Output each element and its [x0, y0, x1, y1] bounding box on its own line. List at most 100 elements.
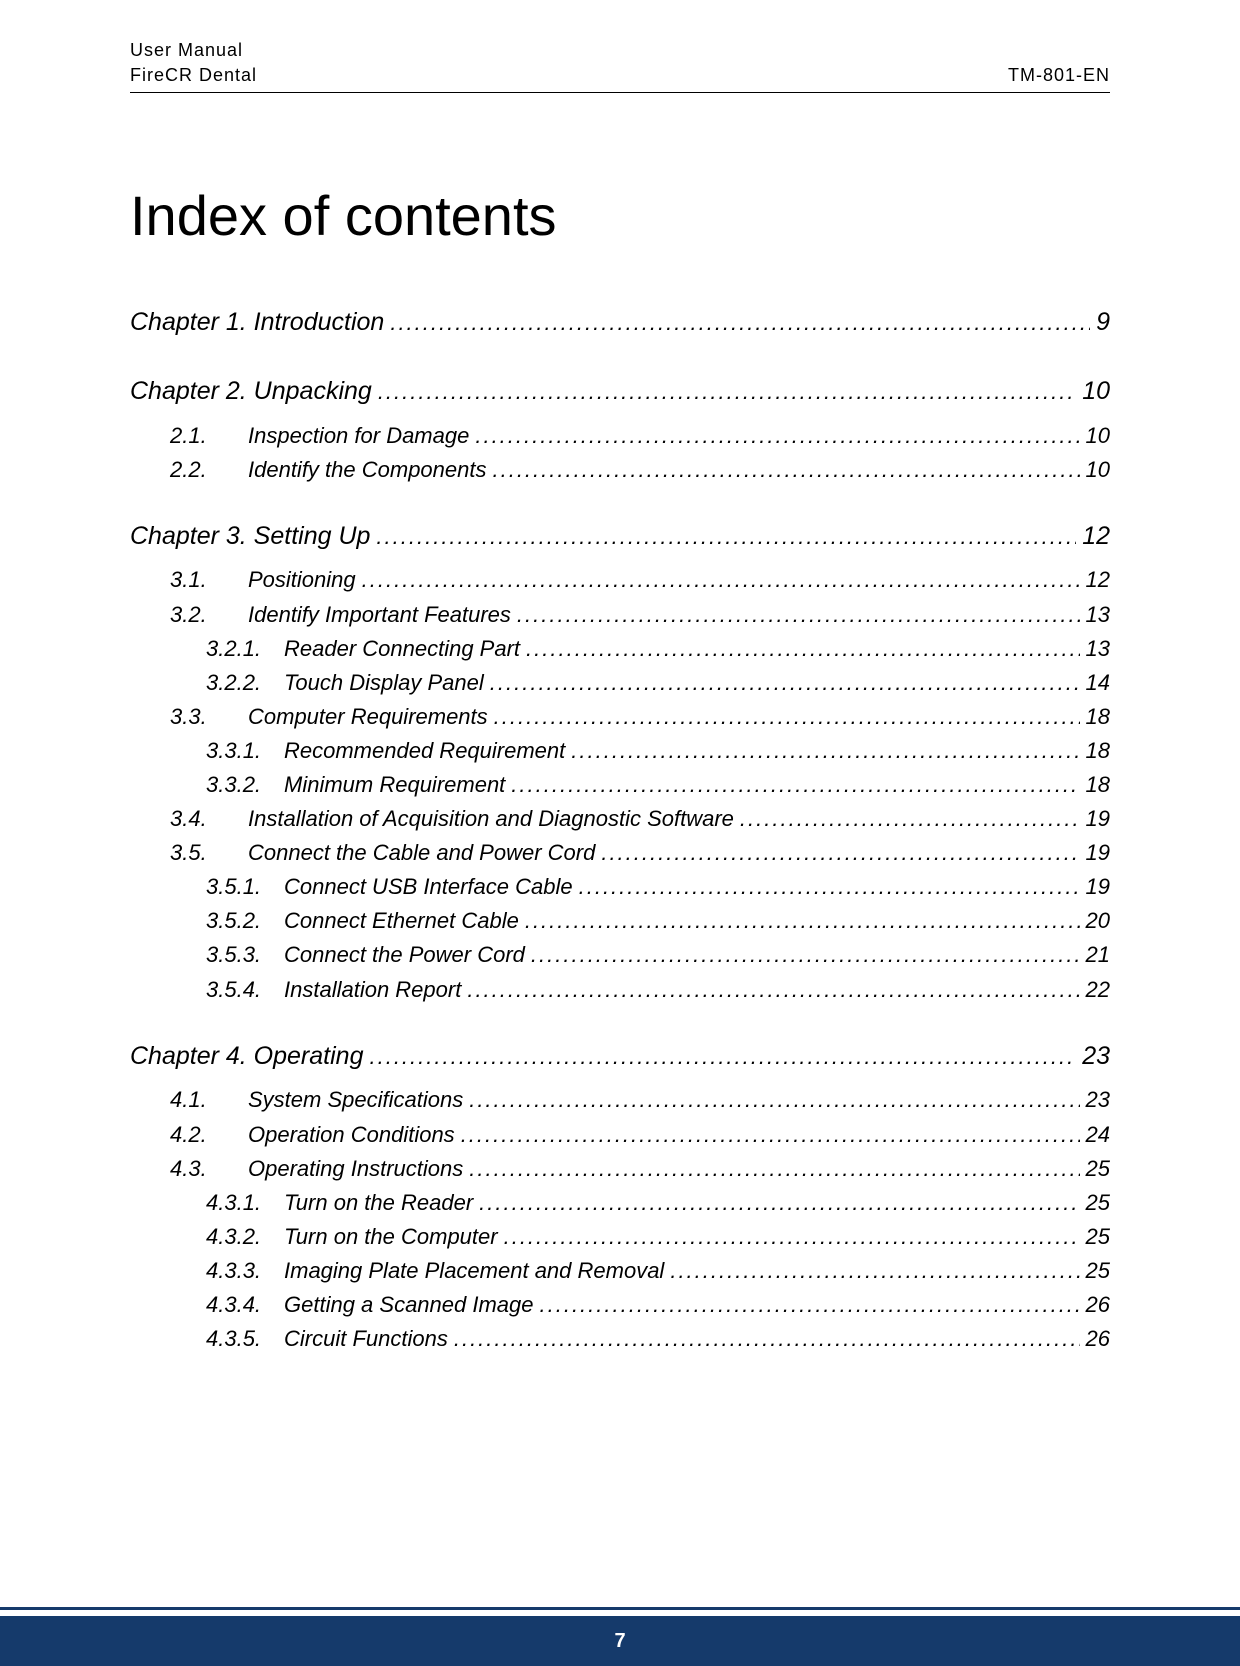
header-line1: User Manual — [130, 40, 1110, 61]
toc-entry-label: Chapter 4. Operating — [130, 1037, 363, 1076]
toc-leader-dots — [475, 419, 1079, 453]
toc-entry-page: 20 — [1086, 904, 1110, 938]
toc-entry-number: 3.4. — [170, 802, 242, 836]
toc-entry-number: 3.5.3. — [206, 938, 278, 972]
toc-entry-page: 26 — [1086, 1288, 1110, 1322]
toc-entry: 3.5.1.Connect USB Interface Cable 19 — [206, 870, 1110, 904]
toc-entry-number: 4.3. — [170, 1152, 242, 1186]
toc-entry-page: 26 — [1086, 1322, 1110, 1356]
toc-leader-dots — [469, 1083, 1079, 1117]
toc-entry-label: Turn on the Reader — [284, 1186, 473, 1220]
toc-entry-label: Turn on the Computer — [284, 1220, 498, 1254]
toc-entry-label: Installation of Acquisition and Diagnost… — [248, 802, 734, 836]
toc-entry: 4.3.3.Imaging Plate Placement and Remova… — [206, 1254, 1110, 1288]
toc-entry-label: Identify the Components — [248, 453, 486, 487]
toc-entry-label: Imaging Plate Placement and Removal — [284, 1254, 664, 1288]
toc-entry-number: 3.2.1. — [206, 632, 278, 666]
toc-entry-page: 21 — [1086, 938, 1110, 972]
toc-entry-page: 19 — [1086, 802, 1110, 836]
toc-entry-number: 3.1. — [170, 563, 242, 597]
toc-entry-label: Minimum Requirement — [284, 768, 505, 802]
toc-leader-dots — [531, 938, 1080, 972]
toc-entry-label: Operating Instructions — [248, 1152, 463, 1186]
toc-entry-number: 3.5.1. — [206, 870, 278, 904]
toc-entry-number: 3.2. — [170, 598, 242, 632]
toc-leader-dots — [601, 836, 1079, 870]
toc-entry: 3.5.2.Connect Ethernet Cable 20 — [206, 904, 1110, 938]
toc-entry-label: Connect the Power Cord — [284, 938, 525, 972]
footer: 7 — [0, 1607, 1240, 1661]
toc-entry-label: Connect the Cable and Power Cord — [248, 836, 595, 870]
toc-leader-dots — [362, 563, 1080, 597]
toc-leader-dots — [740, 802, 1080, 836]
toc-entry: 3.5.3.Connect the Power Cord 21 — [206, 938, 1110, 972]
toc-entry-number: 4.3.5. — [206, 1322, 278, 1356]
toc-entry-label: Circuit Functions — [284, 1322, 448, 1356]
toc-entry-page: 22 — [1086, 973, 1110, 1007]
toc-entry: 3.3.1.Recommended Requirement 18 — [206, 734, 1110, 768]
toc-leader-dots — [378, 375, 1076, 409]
toc-entry-page: 25 — [1086, 1152, 1110, 1186]
toc-entry-label: Positioning — [248, 563, 356, 597]
toc-entry: 3.3.Computer Requirements 18 — [170, 700, 1110, 734]
toc-leader-dots — [517, 598, 1080, 632]
toc-leader-dots — [454, 1322, 1080, 1356]
toc-entry-label: System Specifications — [248, 1083, 463, 1117]
toc-entry-page: 10 — [1086, 453, 1110, 487]
toc-entry-page: 12 — [1086, 563, 1110, 597]
toc-entry-page: 18 — [1086, 700, 1110, 734]
toc-leader-dots — [526, 632, 1079, 666]
toc-entry: 3.1.Positioning 12 — [170, 563, 1110, 597]
toc-entry-label: Connect Ethernet Cable — [284, 904, 519, 938]
toc-entry-label: Inspection for Damage — [248, 419, 469, 453]
toc-entry: 3.2.2.Touch Display Panel 14 — [206, 666, 1110, 700]
toc-entry-number: 3.5.4. — [206, 973, 278, 1007]
toc-leader-dots — [492, 453, 1079, 487]
toc-entry-number: 4.3.2. — [206, 1220, 278, 1254]
toc-entry-label: Chapter 3. Setting Up — [130, 517, 370, 556]
toc-leader-dots — [504, 1220, 1080, 1254]
toc-leader-dots — [369, 1040, 1076, 1074]
toc-leader-dots — [540, 1288, 1080, 1322]
toc-entry-page: 13 — [1086, 598, 1110, 632]
toc-entry: 4.3.2.Turn on the Computer 25 — [206, 1220, 1110, 1254]
toc-entry-label: Connect USB Interface Cable — [284, 870, 573, 904]
table-of-contents: Chapter 1. Introduction 9Chapter 2. Unpa… — [130, 303, 1110, 1356]
toc-entry-page: 25 — [1086, 1220, 1110, 1254]
toc-entry-number: 4.1. — [170, 1083, 242, 1117]
page: User Manual FireCR Dental TM-801-EN Inde… — [0, 0, 1240, 1356]
toc-entry: Chapter 2. Unpacking 10 — [130, 372, 1110, 411]
toc-entry-page: 23 — [1082, 1037, 1110, 1076]
toc-entry-label: Identify Important Features — [248, 598, 511, 632]
toc-leader-dots — [571, 734, 1079, 768]
toc-entry-page: 12 — [1082, 517, 1110, 556]
toc-entry-label: Operation Conditions — [248, 1118, 455, 1152]
toc-entry: 3.4.Installation of Acquisition and Diag… — [170, 802, 1110, 836]
toc-entry-label: Computer Requirements — [248, 700, 488, 734]
toc-entry-label: Getting a Scanned Image — [284, 1288, 534, 1322]
toc-leader-dots — [670, 1254, 1079, 1288]
toc-entry-label: Recommended Requirement — [284, 734, 565, 768]
toc-entry-label: Reader Connecting Part — [284, 632, 520, 666]
page-title: Index of contents — [130, 183, 1110, 248]
toc-entry: 4.3.4.Getting a Scanned Image 26 — [206, 1288, 1110, 1322]
toc-entry-label: Chapter 2. Unpacking — [130, 372, 372, 411]
toc-entry: 2.1.Inspection for Damage 10 — [170, 419, 1110, 453]
toc-entry: 4.3.1.Turn on the Reader 25 — [206, 1186, 1110, 1220]
toc-entry-number: 2.2. — [170, 453, 242, 487]
toc-entry: 3.2.1.Reader Connecting Part 13 — [206, 632, 1110, 666]
toc-entry: Chapter 4. Operating 23 — [130, 1037, 1110, 1076]
toc-entry-number: 3.3.2. — [206, 768, 278, 802]
toc-entry-page: 9 — [1096, 303, 1110, 342]
header-row: FireCR Dental TM-801-EN — [130, 65, 1110, 86]
toc-entry-label: Touch Display Panel — [284, 666, 484, 700]
toc-entry-page: 18 — [1086, 768, 1110, 802]
toc-leader-dots — [494, 700, 1080, 734]
toc-entry-number: 4.3.1. — [206, 1186, 278, 1220]
toc-entry-page: 10 — [1086, 419, 1110, 453]
page-number: 7 — [614, 1630, 625, 1653]
toc-leader-dots — [579, 870, 1080, 904]
toc-entry-page: 18 — [1086, 734, 1110, 768]
toc-entry-page: 25 — [1086, 1254, 1110, 1288]
toc-entry-number: 4.2. — [170, 1118, 242, 1152]
